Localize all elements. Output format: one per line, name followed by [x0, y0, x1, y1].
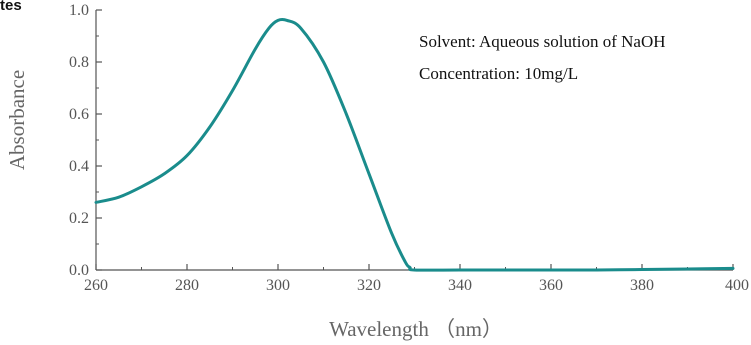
- x-tick-label: 300: [266, 277, 290, 294]
- x-axis-ticks: 260 280 300 320 340 360 380 400: [84, 264, 749, 294]
- y-tick-label: 0.0: [69, 262, 89, 279]
- y-axis-title: Absorbance: [5, 70, 29, 170]
- absorbance-series-line: [94, 17, 735, 272]
- x-tick-label: 320: [357, 277, 381, 294]
- x-tick-label: 340: [448, 277, 472, 294]
- y-axis-ticks: 0.0 0.2 0.4 0.6 0.8 1.0: [69, 2, 102, 279]
- annotation-solvent: Solvent: Aqueous solution of NaOH: [419, 32, 666, 51]
- x-tick-label: 260: [84, 277, 108, 294]
- x-tick-label: 380: [630, 277, 654, 294]
- y-tick-label: 1.0: [69, 2, 89, 19]
- x-tick-label: 280: [175, 277, 199, 294]
- x-tick-label: 400: [725, 277, 749, 294]
- x-tick-label: 360: [539, 277, 563, 294]
- y-tick-label: 0.2: [69, 210, 89, 227]
- cropped-text-fragment: tes: [0, 0, 22, 14]
- y-tick-label: 0.8: [69, 54, 89, 71]
- annotation-concentration: Concentration: 10mg/L: [419, 64, 578, 83]
- y-tick-label: 0.4: [69, 158, 89, 175]
- cropped-axis-label-top: [60, 0, 80, 8]
- y-tick-label: 0.6: [69, 106, 89, 123]
- x-axis-title: Wavelength （nm）: [329, 317, 503, 341]
